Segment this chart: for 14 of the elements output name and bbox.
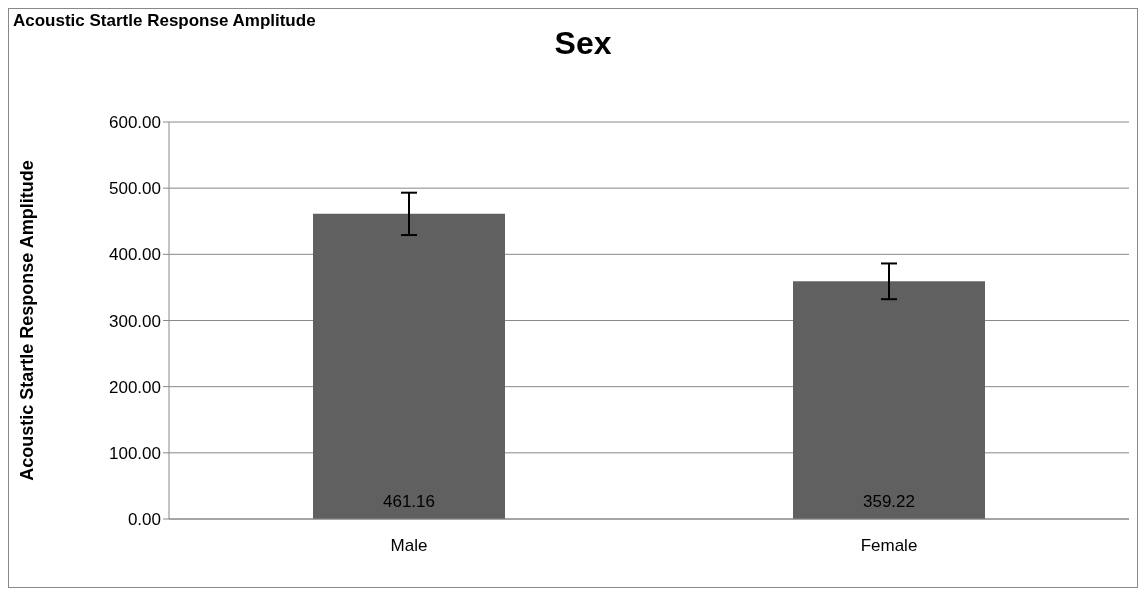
y-tick-label: 0.00: [127, 510, 161, 530]
data-label: 461.16: [383, 492, 435, 511]
x-tick-label: Female: [860, 536, 918, 556]
chart-title: Sex: [554, 25, 612, 61]
y-tick-label: 400.00: [109, 245, 161, 265]
y-tick-label: 100.00: [109, 443, 161, 463]
y-tick-label: 600.00: [109, 113, 161, 133]
x-tick-label: Male: [390, 536, 428, 556]
y-tick-label: 200.00: [109, 377, 161, 397]
text: Acoustic Startle Response Amplitude: [13, 11, 316, 31]
y-tick-label: 500.00: [109, 179, 161, 199]
data-label: 359.22: [863, 492, 915, 511]
y-tick-label: 300.00: [109, 311, 161, 331]
y-axis-title: Acoustic Startle Response Amplitude: [17, 160, 38, 481]
